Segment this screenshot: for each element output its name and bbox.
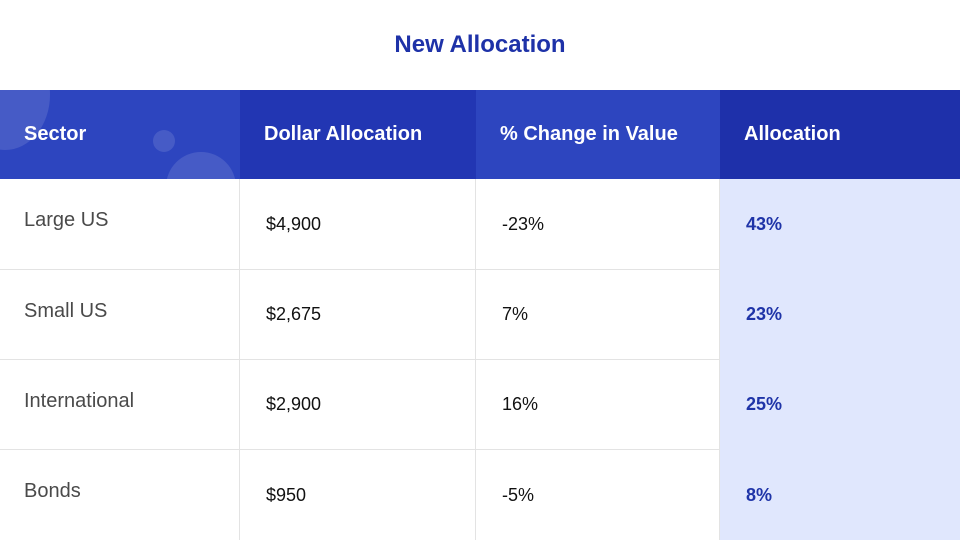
column-header-change-in-value: % Change in Value xyxy=(476,90,720,179)
cell-dollar-allocation: $2,675 xyxy=(240,270,476,360)
cell-dollar-allocation: $950 xyxy=(240,450,476,540)
cell-change-in-value: -5% xyxy=(476,450,720,540)
allocation-table: Sector Dollar Allocation % Change in Val… xyxy=(0,90,960,540)
cell-sector: International xyxy=(0,360,240,450)
page-title: New Allocation xyxy=(394,31,566,58)
decorative-circle xyxy=(166,152,236,179)
cell-sector: Large US xyxy=(0,179,240,270)
cell-allocation: 25% xyxy=(720,360,960,450)
cell-dollar-allocation: $2,900 xyxy=(240,360,476,450)
cell-dollar-allocation: $4,900 xyxy=(240,179,476,270)
cell-change-in-value: -23% xyxy=(476,179,720,270)
column-header-allocation: Allocation xyxy=(720,90,960,179)
cell-allocation: 43% xyxy=(720,179,960,270)
column-header-dollar-allocation: Dollar Allocation xyxy=(240,90,476,179)
cell-sector: Small US xyxy=(0,270,240,360)
cell-change-in-value: 7% xyxy=(476,270,720,360)
cell-allocation: 8% xyxy=(720,450,960,540)
cell-allocation: 23% xyxy=(720,270,960,360)
cell-change-in-value: 16% xyxy=(476,360,720,450)
column-header-label: Sector xyxy=(24,123,87,145)
cell-sector: Bonds xyxy=(0,450,240,540)
column-header-sector: Sector xyxy=(0,90,240,179)
decorative-circle xyxy=(153,130,175,152)
